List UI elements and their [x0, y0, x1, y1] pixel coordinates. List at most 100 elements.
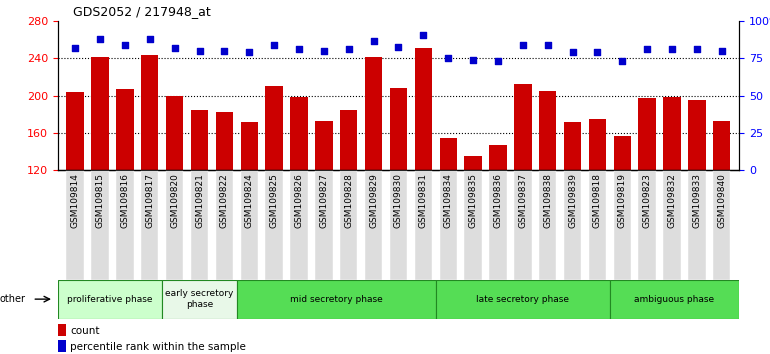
Text: GSM109834: GSM109834 [444, 173, 453, 228]
Text: GDS2052 / 217948_at: GDS2052 / 217948_at [73, 5, 211, 18]
Bar [464, 170, 482, 280]
Point [119, 42, 131, 48]
Bar [290, 170, 308, 280]
Point [293, 47, 305, 52]
Bar [116, 89, 134, 281]
Point [318, 48, 330, 54]
Bar [610, 280, 739, 319]
Bar [713, 121, 731, 281]
Bar [436, 280, 610, 319]
Bar [440, 138, 457, 281]
Point [541, 42, 554, 48]
Bar [614, 136, 631, 281]
Point [169, 45, 181, 51]
Bar [489, 145, 507, 281]
Point [691, 47, 703, 52]
Point [567, 50, 579, 55]
Bar [414, 170, 432, 280]
Point [666, 47, 678, 52]
Text: proliferative phase: proliferative phase [67, 295, 152, 304]
Bar [237, 280, 436, 319]
Text: GSM109828: GSM109828 [344, 173, 353, 228]
Bar [66, 92, 84, 281]
Bar [290, 97, 308, 281]
Text: late secretory phase: late secretory phase [477, 295, 569, 304]
Bar [414, 48, 432, 281]
Text: other: other [0, 294, 26, 304]
Bar [141, 55, 159, 281]
Point [393, 44, 405, 49]
Text: GSM109837: GSM109837 [518, 173, 527, 228]
Bar [191, 109, 208, 281]
Bar [589, 119, 606, 281]
Bar [489, 170, 507, 280]
Text: GSM109816: GSM109816 [120, 173, 129, 228]
Point [193, 48, 206, 54]
Point [467, 57, 479, 63]
Bar [663, 97, 681, 281]
Bar [638, 98, 656, 281]
Bar [589, 170, 606, 280]
Bar [315, 170, 333, 280]
Point [715, 48, 728, 54]
Point [616, 58, 628, 64]
Bar [66, 170, 84, 280]
Point [69, 45, 82, 51]
Text: GSM109814: GSM109814 [71, 173, 79, 228]
Bar [539, 170, 557, 280]
Bar [166, 96, 183, 281]
Bar [191, 170, 208, 280]
Text: ambiguous phase: ambiguous phase [634, 295, 715, 304]
Bar [638, 170, 656, 280]
Point [343, 47, 355, 52]
Point [492, 58, 504, 64]
Point [591, 50, 604, 55]
Bar [240, 122, 258, 281]
Text: GSM109831: GSM109831 [419, 173, 428, 228]
Point [442, 56, 454, 61]
Text: GSM109829: GSM109829 [369, 173, 378, 228]
Bar [216, 170, 233, 280]
Bar [440, 170, 457, 280]
Bar [340, 109, 357, 281]
Text: GSM109832: GSM109832 [668, 173, 677, 228]
Bar [390, 88, 407, 281]
Point [243, 50, 256, 55]
Bar [92, 170, 109, 280]
Point [218, 48, 230, 54]
Text: GSM109839: GSM109839 [568, 173, 577, 228]
Text: count: count [70, 326, 99, 336]
Text: percentile rank within the sample: percentile rank within the sample [70, 342, 246, 352]
Point [94, 36, 106, 42]
Bar [141, 170, 159, 280]
Text: GSM109821: GSM109821 [195, 173, 204, 228]
Bar [514, 84, 531, 281]
Text: GSM109836: GSM109836 [494, 173, 503, 228]
Point [268, 42, 280, 48]
Text: GSM109824: GSM109824 [245, 173, 254, 228]
Bar [58, 340, 66, 353]
Bar [58, 280, 162, 319]
Bar [464, 156, 482, 281]
Bar [614, 170, 631, 280]
Bar [162, 280, 237, 319]
Bar [266, 86, 283, 281]
Bar [340, 170, 357, 280]
Bar [92, 57, 109, 281]
Point [641, 47, 653, 52]
Text: GSM109815: GSM109815 [95, 173, 105, 228]
Bar [713, 170, 731, 280]
Text: GSM109817: GSM109817 [146, 173, 154, 228]
Bar [688, 100, 705, 281]
Point [367, 38, 380, 44]
Bar [116, 170, 134, 280]
Text: GSM109838: GSM109838 [543, 173, 552, 228]
Text: GSM109825: GSM109825 [270, 173, 279, 228]
Bar [166, 170, 183, 280]
Bar [390, 170, 407, 280]
Point [417, 32, 430, 38]
Bar [514, 170, 531, 280]
Point [517, 42, 529, 48]
Text: early secretory
phase: early secretory phase [166, 290, 234, 309]
Bar [564, 170, 581, 280]
